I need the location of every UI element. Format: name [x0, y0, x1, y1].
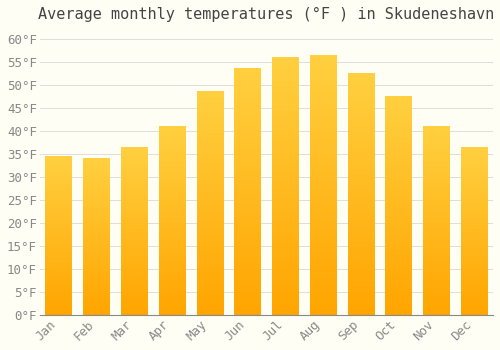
Title: Average monthly temperatures (°F ) in Skudeneshavn: Average monthly temperatures (°F ) in Sk…	[38, 7, 494, 22]
